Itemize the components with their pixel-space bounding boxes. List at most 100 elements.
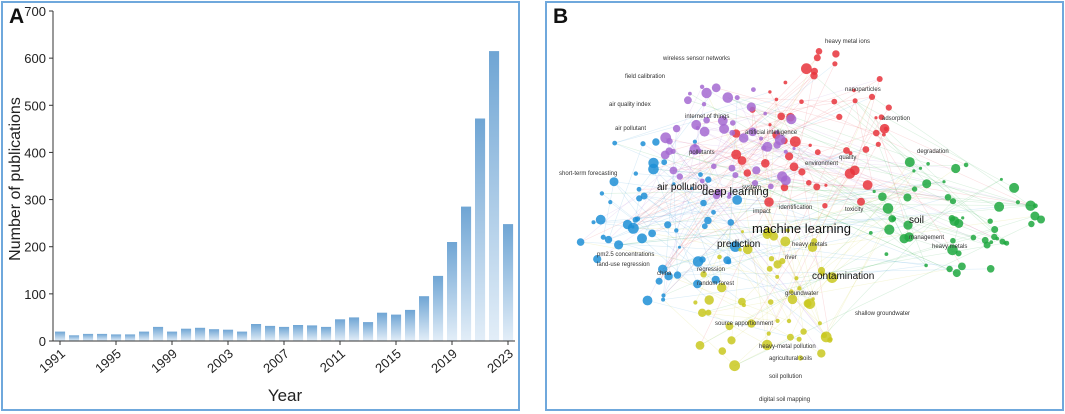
- bar-2011: [335, 319, 345, 341]
- network-node: [700, 200, 707, 207]
- bar-2023: [503, 224, 513, 341]
- network-node: [726, 259, 731, 264]
- network-node: [719, 124, 729, 134]
- network-node: [693, 140, 697, 144]
- network-node: [953, 269, 961, 277]
- network-node: [798, 168, 805, 175]
- bar-2015: [391, 315, 401, 341]
- network-node: [764, 197, 774, 207]
- network-label: heavy-metal pollution: [759, 344, 816, 350]
- network-node: [744, 169, 752, 177]
- network-node: [964, 163, 969, 168]
- network-label: heavy metal ions: [825, 39, 870, 45]
- network-node: [827, 338, 832, 343]
- network-label: source apportionment: [715, 321, 773, 327]
- network-node: [665, 147, 673, 155]
- network-node: [777, 113, 785, 121]
- network-label: internet of things: [685, 114, 729, 120]
- x-tick-label: 1995: [92, 346, 124, 376]
- network-node: [735, 95, 740, 100]
- x-axis-label: Year: [268, 386, 303, 405]
- network-node: [790, 162, 799, 171]
- network-node: [723, 92, 734, 103]
- network-node: [801, 63, 812, 74]
- network-node: [1033, 203, 1038, 208]
- network-node: [884, 127, 888, 131]
- network-node: [857, 198, 865, 206]
- network-node: [912, 186, 917, 191]
- network-node: [811, 68, 818, 75]
- network-node: [794, 276, 798, 280]
- bar-2007: [279, 327, 289, 341]
- network-node: [831, 99, 837, 105]
- network-node: [816, 48, 823, 55]
- bar-2021: [475, 119, 485, 342]
- bar-2006: [265, 326, 275, 341]
- network-node: [610, 177, 619, 186]
- network-node: [924, 264, 928, 268]
- network-node: [775, 275, 779, 279]
- network-edge: [636, 174, 709, 180]
- network-node: [787, 319, 791, 323]
- network-label: contamination: [812, 271, 874, 282]
- bar-2009: [307, 325, 317, 341]
- x-tick-label: 2015: [372, 346, 404, 376]
- network-node: [640, 141, 645, 146]
- network-node: [1028, 221, 1034, 227]
- y-tick-label: 700: [24, 4, 46, 19]
- network-node: [853, 98, 858, 103]
- network-label: groundwater: [785, 291, 818, 297]
- network-label: regression: [697, 267, 725, 273]
- network-label: identification: [779, 205, 812, 211]
- bar-2010: [321, 327, 331, 341]
- network-node: [702, 102, 706, 106]
- network-node: [781, 175, 791, 185]
- x-tick-label: 2007: [260, 346, 292, 376]
- network-node: [696, 341, 705, 350]
- network-node: [883, 203, 894, 214]
- y-tick-label: 200: [24, 240, 46, 255]
- network-label: heavy metals: [932, 244, 967, 250]
- network-node: [958, 263, 966, 271]
- network-node: [845, 168, 855, 178]
- network-node: [784, 81, 788, 85]
- network-node: [660, 132, 671, 143]
- y-tick-label: 600: [24, 51, 46, 66]
- network-label: air pollution: [657, 182, 708, 193]
- network-node: [869, 94, 875, 100]
- network-label: field calibration: [625, 74, 665, 80]
- network-node: [817, 349, 825, 357]
- network-label: environment: [805, 161, 838, 167]
- network-label: toxicity: [845, 207, 863, 213]
- network-node: [951, 164, 960, 173]
- network-node: [605, 236, 612, 243]
- network-node: [888, 215, 895, 222]
- network-label: shallow groundwater: [855, 311, 910, 317]
- network-node: [786, 114, 796, 124]
- network-node: [863, 180, 873, 190]
- network-node: [732, 172, 738, 178]
- bar-2019: [447, 242, 457, 341]
- network-label: system: [742, 185, 761, 191]
- network-node: [729, 360, 740, 371]
- bar-1997: [139, 332, 149, 341]
- network-label: adsorption: [882, 116, 910, 122]
- network-node: [878, 192, 887, 201]
- network-node: [945, 194, 952, 201]
- network-node: [995, 237, 999, 241]
- network-node: [806, 180, 812, 186]
- network-node: [637, 233, 647, 243]
- network-node: [702, 223, 708, 229]
- network-node: [577, 238, 585, 246]
- network-node: [711, 210, 716, 215]
- network-label: nanoparticles: [845, 87, 881, 93]
- network-node: [773, 260, 781, 268]
- bar-2013: [363, 322, 373, 341]
- network-label: quality: [839, 155, 856, 161]
- network-node: [738, 156, 747, 165]
- network-node: [809, 144, 812, 147]
- network-node: [696, 126, 700, 130]
- bar-2008: [293, 325, 303, 341]
- network-node: [863, 146, 870, 153]
- network-node: [678, 246, 681, 249]
